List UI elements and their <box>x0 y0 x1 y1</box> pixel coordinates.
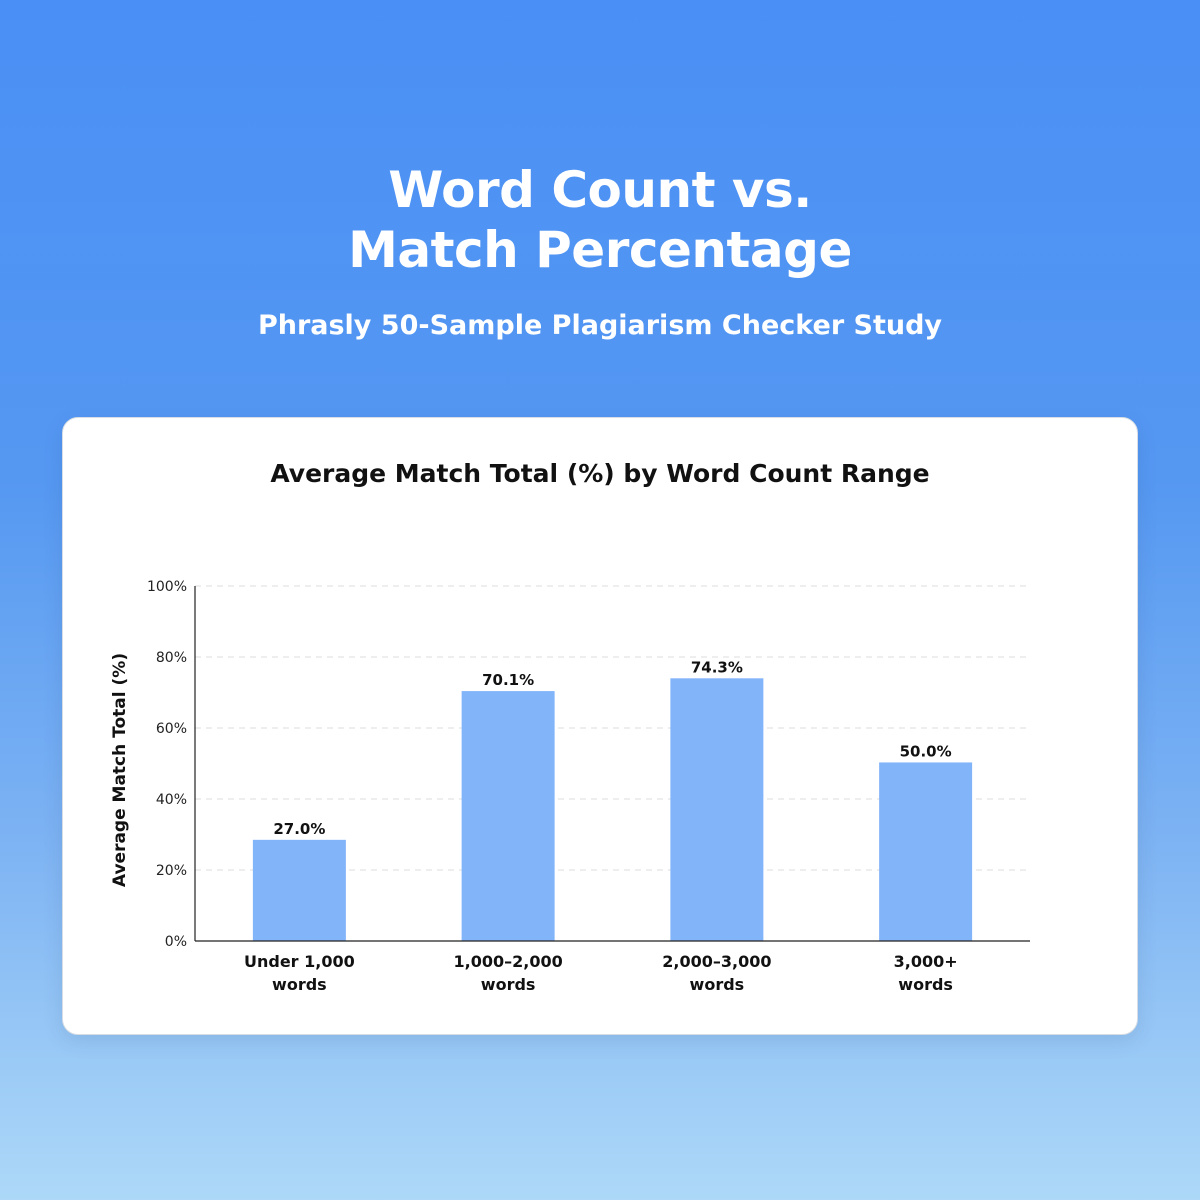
data-label: 27.0% <box>273 820 325 838</box>
y-tick-label: 0% <box>165 934 187 950</box>
axes <box>194 586 1030 942</box>
y-tick-label: 40% <box>156 792 187 808</box>
data-label: 70.1% <box>482 671 534 689</box>
y-tick-label: 20% <box>156 863 187 879</box>
bar <box>252 839 346 941</box>
y-tick-label: 100% <box>147 579 187 595</box>
bar <box>461 691 555 941</box>
data-label: 50.0% <box>900 742 952 760</box>
page-title: Word Count vs. Match Percentage <box>0 160 1200 280</box>
data-label: 74.3% <box>691 658 743 676</box>
y-tick-label: 60% <box>156 721 187 737</box>
bars <box>252 678 973 941</box>
x-tick-label: Under 1,000 words <box>244 952 355 994</box>
y-axis-label: Average Match Total (%) <box>110 653 130 887</box>
x-tick-label: 1,000–2,000 words <box>454 952 563 994</box>
page-title-line-2: Match Percentage <box>348 221 852 279</box>
bar <box>670 678 764 941</box>
y-tick-label: 80% <box>156 650 187 666</box>
page-title-line-1: Word Count vs. <box>388 161 812 219</box>
labels: 0% 20% 40% 60% 80% 100% 27.0% Under 1,000 words 7… <box>147 579 958 994</box>
chart-title: Average Match Total (%) by Word Count Ra… <box>270 459 929 488</box>
page-subtitle: Phrasly 50-Sample Plagiarism Checker Stu… <box>257 310 943 341</box>
bar-chart: Average Match Total (%) by Word Count Ra… <box>110 459 1030 994</box>
x-tick-label: 2,000–3,000 words <box>662 952 771 994</box>
bar <box>879 762 973 941</box>
chart-card: Average Match Total (%) by Word Count Ra… <box>62 417 1138 1035</box>
x-tick-label: 3,000+ words <box>894 952 958 994</box>
